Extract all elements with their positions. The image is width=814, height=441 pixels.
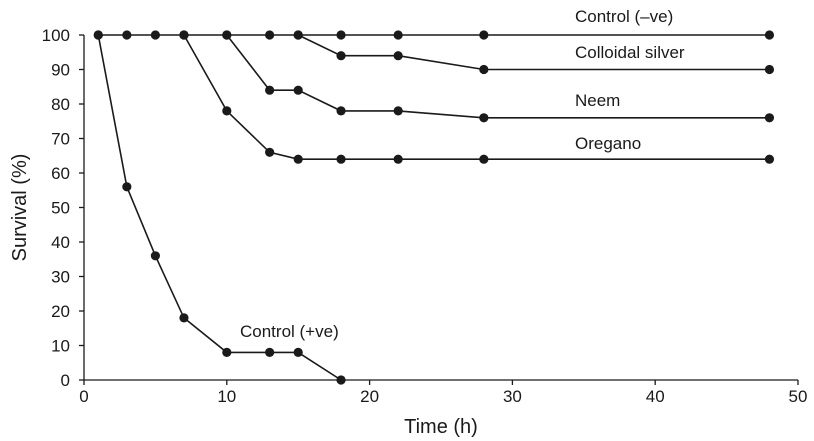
data-point — [764, 154, 775, 164]
data-point — [479, 113, 489, 123]
y-tick-label: 10 — [51, 337, 70, 356]
data-point — [764, 30, 775, 40]
data-point — [393, 30, 403, 40]
x-axis-title: Time (h) — [404, 416, 478, 438]
data-point — [479, 30, 489, 40]
y-tick-label: 40 — [51, 233, 70, 252]
data-point — [122, 30, 132, 40]
y-tick-label: 20 — [51, 302, 70, 321]
y-tick-label: 100 — [42, 26, 70, 45]
series-line — [183, 34, 770, 160]
data-point — [93, 30, 103, 40]
data-point — [393, 106, 403, 116]
data-point — [150, 30, 160, 40]
y-tick-label: 80 — [51, 95, 70, 114]
data-point — [479, 154, 489, 164]
series-control-ve — [93, 30, 346, 385]
series-line — [97, 34, 342, 381]
series-line — [297, 34, 770, 71]
data-point — [293, 347, 303, 357]
series-oregano — [179, 30, 775, 164]
series-label: Oregano — [575, 134, 641, 153]
series-neem — [222, 30, 775, 123]
data-point — [336, 375, 346, 385]
series-colloidal-silver — [293, 30, 775, 75]
y-tick-label: 30 — [51, 268, 70, 287]
series-label: Neem — [575, 91, 620, 110]
data-point — [122, 182, 132, 192]
series-labels: Control (–ve) Colloidal silver Neem Oregano… — [240, 7, 685, 341]
x-tick-label: 50 — [789, 387, 808, 406]
y-tick-label: 0 — [61, 371, 70, 390]
data-point — [393, 51, 403, 61]
y-tick-label: 50 — [51, 199, 70, 218]
axes — [83, 35, 798, 381]
x-tick-label: 20 — [360, 387, 379, 406]
data-point — [293, 85, 303, 95]
data-point — [336, 51, 346, 61]
data-point — [179, 313, 189, 323]
data-point — [479, 64, 489, 75]
data-point — [393, 154, 403, 164]
y-axis-title: Survival (%) — [9, 154, 31, 262]
series — [93, 30, 775, 385]
series-label: Control (+ve) — [240, 322, 339, 341]
data-point — [764, 113, 775, 123]
data-point — [179, 30, 189, 40]
data-point — [293, 154, 303, 164]
series-line — [226, 34, 770, 119]
data-point — [265, 30, 275, 40]
data-point — [764, 64, 775, 75]
x-tick-label: 40 — [646, 387, 665, 406]
data-point — [265, 347, 275, 357]
data-point — [336, 30, 346, 40]
data-point — [336, 106, 346, 116]
data-point — [293, 30, 303, 40]
ticks: 0 10 20 30 40 50 0 10 20 30 40 50 60 70 80 90 100 — [42, 26, 808, 406]
series-label: Colloidal silver — [575, 43, 685, 62]
y-tick-label: 90 — [51, 61, 70, 80]
data-point — [336, 154, 346, 164]
x-tick-label: 30 — [503, 387, 522, 406]
data-point — [222, 106, 232, 116]
series-control-ve — [93, 30, 775, 40]
x-tick-label: 10 — [217, 387, 236, 406]
y-tick-label: 60 — [51, 164, 70, 183]
series-label: Control (–ve) — [575, 7, 673, 26]
data-point — [222, 347, 232, 357]
data-point — [265, 147, 275, 157]
data-point — [150, 251, 160, 261]
y-tick-label: 70 — [51, 130, 70, 149]
data-point — [222, 30, 232, 40]
x-tick-label: 0 — [79, 387, 88, 406]
data-point — [265, 85, 275, 95]
